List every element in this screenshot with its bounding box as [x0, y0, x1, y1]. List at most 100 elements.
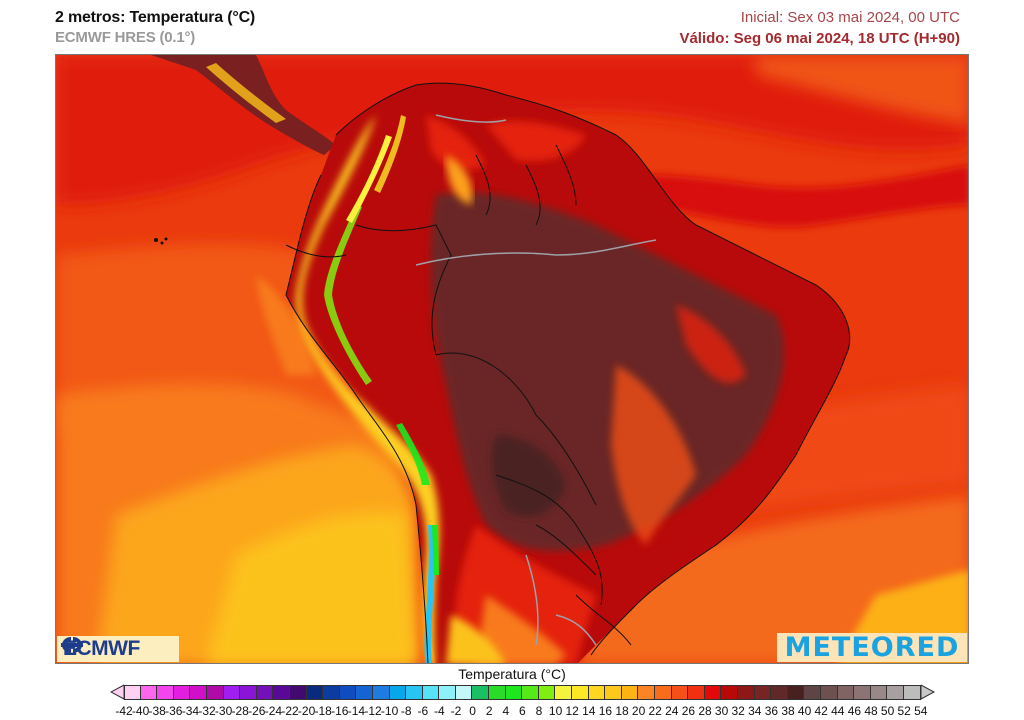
- colorbar-cell: [572, 684, 589, 700]
- initial-time: Inicial: Sex 03 mai 2024, 00 UTC: [740, 9, 960, 26]
- colorbar-cell: [655, 684, 672, 700]
- colorbar-cell: [505, 684, 523, 700]
- colorbar-cell: [389, 684, 407, 700]
- colorbar-cell: [737, 684, 755, 700]
- colorbar-cell: [887, 684, 904, 700]
- ecmwf-emblem-icon: [61, 637, 83, 653]
- colorbar-tick-label: -26: [248, 704, 266, 718]
- colorbar-tick-label: 24: [665, 704, 679, 718]
- colorbar-cell: [439, 684, 456, 700]
- colorbar-cell: [206, 684, 224, 700]
- colorbar: [110, 684, 935, 700]
- colorbar-tick-label: 0: [469, 704, 476, 718]
- colorbar-tick-label: 12: [565, 704, 579, 718]
- colorbar-cell: [638, 684, 655, 700]
- colorbar-cell: [489, 684, 506, 700]
- temperature-field: [56, 55, 968, 663]
- colorbar-cell: [472, 684, 490, 700]
- colorbar-cell: [157, 684, 174, 700]
- colorbar-tick-label: -4: [434, 704, 445, 718]
- colorbar-cell: [256, 684, 274, 700]
- ecmwf-logo-text: ECMWF: [63, 637, 140, 660]
- colorbar-cell: [903, 684, 921, 700]
- colorbar-tick-label: -38: [148, 704, 166, 718]
- colorbar-tick-label: 32: [731, 704, 745, 718]
- colorbar-tick-label: -20: [297, 704, 316, 718]
- colorbar-tick-label: -34: [181, 704, 200, 718]
- colorbar-tick-label: 20: [631, 704, 646, 718]
- colorbar-tick-label: 30: [714, 704, 729, 718]
- colorbar-tick-label: -10: [380, 704, 399, 718]
- colorbar-tick-label: -42: [115, 704, 133, 718]
- colorbar-tick-label: 8: [535, 704, 543, 718]
- colorbar-cell: [588, 684, 606, 700]
- header-left: 2 metros: Temperatura (°C) ECMWF HRES (0…: [55, 8, 255, 48]
- colorbar-cell: [538, 684, 556, 700]
- colorbar-tick-label: -2: [450, 704, 462, 718]
- colorbar-tick-label: 50: [880, 704, 895, 718]
- colorbar-tick-label: 48: [864, 704, 878, 718]
- colorbar-tick-label: 42: [814, 704, 828, 718]
- colorbar-cell: [605, 684, 622, 700]
- colorbar-cell: [140, 684, 158, 700]
- colorbar-tick-label: 4: [502, 704, 510, 718]
- colorbar-cell: [455, 684, 473, 700]
- colorbar-max-arrow-icon: [920, 684, 935, 700]
- colorbar-cell: [671, 684, 689, 700]
- colorbar-tick-label: 38: [781, 704, 795, 718]
- colorbar-cell: [555, 684, 573, 700]
- colorbar-tick-label: 10: [548, 704, 563, 718]
- colorbar-cell: [688, 684, 705, 700]
- colorbar-cell: [854, 684, 871, 700]
- colorbar-tick-label: 40: [797, 704, 812, 718]
- colorbar-tick-label: 36: [764, 704, 779, 718]
- model-label: ECMWF HRES (0.1°): [55, 29, 196, 46]
- meteored-logo-text: METEORED: [784, 632, 960, 663]
- colorbar-tick-label: -32: [198, 704, 216, 718]
- colorbar-cell: [289, 684, 307, 700]
- colorbar-tick-label: 18: [615, 704, 629, 718]
- colorbar-cell: [356, 684, 373, 700]
- map-title: 2 metros: Temperatura (°C): [55, 9, 256, 26]
- colorbar-tick-label: -6: [417, 704, 429, 718]
- colorbar-cell: [173, 684, 191, 700]
- colorbar-tick-label: -24: [264, 704, 283, 718]
- colorbar-tick-label: 34: [748, 704, 762, 718]
- colorbar-cell: [787, 684, 805, 700]
- colorbar-title: Temperatura (°C): [458, 666, 566, 682]
- colorbar-tick-label: -28: [231, 704, 249, 718]
- colorbar-cell: [306, 684, 324, 700]
- temperature-map: ECMWF METEORED: [55, 54, 969, 664]
- colorbar-tick-label: 54: [914, 704, 928, 718]
- colorbar-tick-label: 16: [598, 704, 613, 718]
- colorbar-tick-label: 2: [485, 704, 493, 718]
- colorbar-cell: [240, 684, 257, 700]
- colorbar-cell: [422, 684, 440, 700]
- colorbar-cell: [771, 684, 788, 700]
- colorbar-cell: [406, 684, 423, 700]
- colorbar-tick-label: -18: [314, 704, 332, 718]
- colorbar-tick-label: 28: [698, 704, 712, 718]
- valid-time: Válido: Seg 06 mai 2024, 18 UTC (H+90): [679, 30, 960, 47]
- colorbar-min-arrow-icon: [110, 684, 124, 700]
- colorbar-cell: [754, 684, 772, 700]
- colorbar-cells: [124, 684, 921, 700]
- colorbar-cell: [804, 684, 821, 700]
- colorbar-tick-label: 52: [897, 704, 911, 718]
- colorbar-tick-label: -36: [165, 704, 183, 718]
- colorbar-tick-label: 14: [582, 704, 596, 718]
- colorbar-tick-label: 22: [648, 704, 662, 718]
- colorbar-tick-label: 44: [831, 704, 845, 718]
- ecmwf-logo: ECMWF: [57, 636, 179, 662]
- colorbar-cell: [190, 684, 207, 700]
- colorbar-tick-label: 46: [847, 704, 862, 718]
- colorbar-cell: [721, 684, 738, 700]
- colorbar-tick-label: 6: [519, 704, 526, 718]
- colorbar-tick-label: -8: [400, 704, 412, 718]
- colorbar-tick-label: 26: [681, 704, 696, 718]
- colorbar-cell: [522, 684, 539, 700]
- colorbar-tick-label: -16: [331, 704, 349, 718]
- colorbar-tick-label: -14: [347, 704, 366, 718]
- colorbar-cell: [621, 684, 639, 700]
- header-right: Inicial: Sex 03 mai 2024, 00 UTC Válido:…: [679, 8, 960, 50]
